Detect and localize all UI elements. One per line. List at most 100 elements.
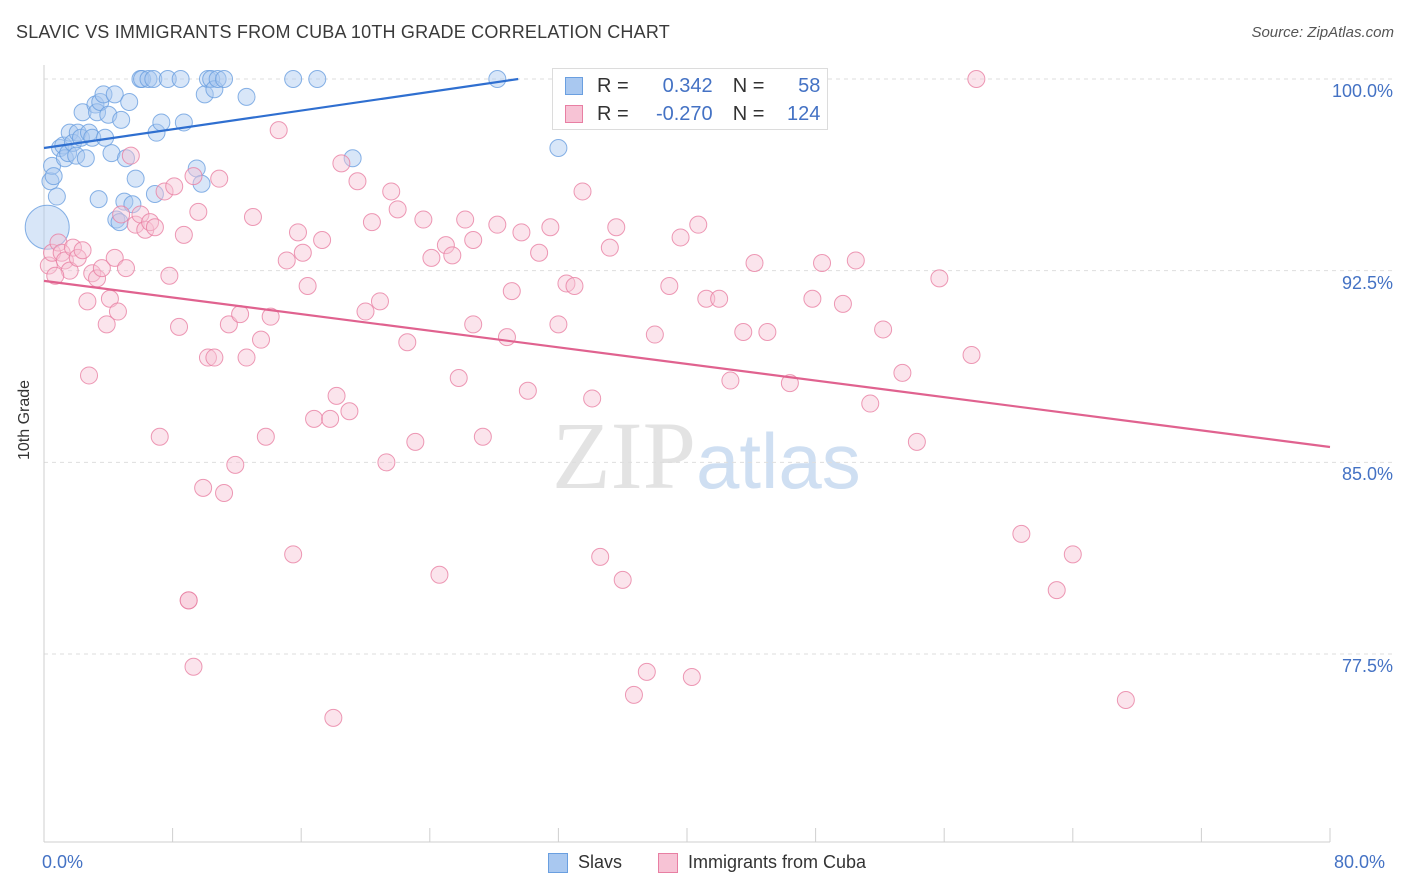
- point-cuba-59: [340, 402, 359, 421]
- point-cuba-114: [893, 363, 912, 382]
- point-cuba-91: [600, 238, 619, 257]
- point-slavs-34: [126, 169, 145, 188]
- point-slavs-0: [24, 204, 70, 250]
- point-cuba-92: [607, 218, 626, 237]
- bottom-legend-swatch-slavs: [548, 852, 568, 873]
- point-cuba-37: [205, 348, 224, 367]
- x-tick-label-min: 0.0%: [42, 852, 84, 872]
- point-cuba-35: [194, 478, 213, 497]
- point-cuba-34: [189, 202, 208, 221]
- point-slavs-7: [55, 149, 74, 168]
- point-cuba-93: [613, 570, 632, 589]
- point-cuba-48: [269, 121, 288, 140]
- point-slavs-31: [116, 149, 135, 168]
- point-cuba-99: [682, 668, 701, 686]
- point-cuba-121: [1063, 545, 1082, 564]
- legend-n-label-slavs: N =: [732, 74, 765, 97]
- point-cuba-9: [78, 292, 97, 311]
- point-cuba-120: [1047, 581, 1066, 600]
- point-slavs-41: [152, 113, 171, 132]
- point-cuba-74: [449, 369, 468, 387]
- point-cuba-127: [46, 266, 65, 285]
- point-cuba-54: [305, 409, 324, 428]
- point-cuba-42: [231, 305, 250, 324]
- point-cuba-119: [1012, 524, 1031, 543]
- point-cuba-14: [97, 315, 116, 334]
- point-slavs-37: [139, 70, 158, 88]
- point-slavs-43: [171, 70, 190, 88]
- point-cuba-117: [962, 346, 981, 364]
- point-cuba-49: [277, 251, 296, 270]
- point-cuba-71: [430, 565, 449, 584]
- point-slavs-38: [144, 70, 163, 88]
- legend-n-label-cuba: N =: [732, 102, 765, 125]
- point-cuba-66: [388, 200, 407, 219]
- point-slavs-20: [89, 190, 108, 209]
- point-slavs-4: [47, 187, 66, 206]
- point-slavs-42: [158, 70, 177, 88]
- point-cuba-96: [645, 325, 664, 344]
- point-cuba-79: [497, 328, 516, 347]
- point-cuba-75: [456, 210, 475, 229]
- legend-row-slavs: R = 0.342 N = 58: [565, 73, 820, 99]
- point-cuba-82: [518, 381, 537, 400]
- point-cuba-51: [288, 223, 307, 242]
- point-cuba-101: [697, 289, 716, 308]
- point-cuba-100: [689, 215, 708, 234]
- legend-swatch-slavs: [565, 77, 583, 95]
- y-tick-label-1: 92.5%: [1341, 272, 1393, 293]
- trend-line-cuba: [43, 279, 1331, 449]
- point-cuba-41: [226, 455, 245, 474]
- point-cuba-36: [198, 348, 217, 367]
- point-cuba-43: [237, 348, 256, 367]
- point-cuba-81: [512, 223, 531, 242]
- point-cuba-29: [165, 177, 184, 196]
- chart-title: SLAVIC VS IMMIGRANTS FROM CUBA 10TH GRAD…: [16, 22, 670, 42]
- point-cuba-30: [170, 317, 189, 336]
- point-cuba-44: [243, 208, 262, 226]
- x-tick-label-max: 80.0%: [1334, 852, 1386, 872]
- legend-swatch-cuba: [565, 105, 583, 123]
- point-cuba-85: [549, 315, 568, 334]
- point-cuba-80: [502, 282, 521, 301]
- point-cuba-88: [573, 182, 592, 201]
- point-cuba-110: [833, 294, 852, 313]
- point-slavs-54: [284, 70, 303, 88]
- point-cuba-98: [671, 228, 690, 247]
- legend-row-cuba: R = -0.270 N = 124: [565, 101, 820, 127]
- point-cuba-38: [210, 169, 229, 188]
- point-slavs-27: [107, 210, 126, 229]
- point-slavs-32: [120, 93, 139, 111]
- point-cuba-77: [473, 427, 492, 446]
- point-cuba-58: [332, 154, 351, 173]
- point-cuba-52: [293, 243, 312, 262]
- point-cuba-78: [488, 215, 507, 234]
- point-cuba-115: [907, 432, 926, 451]
- bottom-legend-slavs: Slavs: [548, 852, 622, 873]
- point-cuba-109: [813, 254, 832, 272]
- point-cuba-24: [141, 213, 160, 232]
- point-cuba-64: [377, 453, 396, 472]
- point-slavs-3: [44, 167, 63, 186]
- point-slavs-1: [41, 172, 60, 191]
- point-slavs-57: [488, 70, 507, 88]
- point-cuba-118: [967, 70, 986, 88]
- point-cuba-16: [105, 248, 124, 267]
- point-cuba-125: [184, 657, 203, 676]
- y-tick-label-3: 77.5%: [1341, 656, 1393, 676]
- point-cuba-73: [443, 246, 462, 265]
- point-cuba-63: [370, 292, 389, 311]
- point-cuba-33: [184, 167, 203, 186]
- watermark: ZIPatlas: [552, 400, 861, 511]
- point-cuba-94: [624, 685, 643, 704]
- point-cuba-84: [541, 218, 560, 237]
- point-cuba-27: [155, 182, 174, 201]
- point-slavs-51: [208, 70, 227, 88]
- point-cuba-113: [874, 320, 893, 339]
- legend-r-value-slavs: 0.342: [662, 74, 713, 97]
- point-cuba-126: [324, 708, 343, 727]
- point-cuba-17: [108, 302, 127, 321]
- point-cuba-53: [298, 277, 317, 295]
- point-cuba-116: [930, 269, 949, 288]
- point-slavs-52: [215, 70, 234, 88]
